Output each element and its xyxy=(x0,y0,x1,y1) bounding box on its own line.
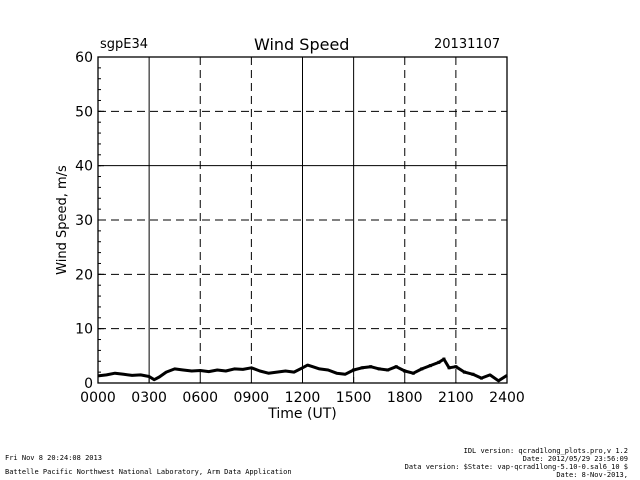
wind-speed-point xyxy=(420,367,424,371)
footer-idl-version: IDL version: qcrad1long_plots.pro,v 1.2 xyxy=(463,447,628,455)
wind-speed-point xyxy=(411,371,415,375)
tick-layer: 0000 0300 0600 0900 1200 1500 1800 2100 2400 0 10 2… xyxy=(75,50,525,406)
footer-credit: Battelle Pacific Northwest National Labo… xyxy=(5,468,292,476)
date-label: 20131107 xyxy=(434,37,501,52)
wind-speed-point xyxy=(471,372,475,376)
footer-data-date: Date: 8-Nov-2013, xyxy=(556,471,628,479)
wind-speed-point xyxy=(352,368,356,372)
wind-speed-point xyxy=(479,376,483,380)
x-tick-label: 0300 xyxy=(131,390,167,406)
y-tick-label: 50 xyxy=(75,104,93,120)
x-tick-label: 0600 xyxy=(182,390,218,406)
wind-speed-series-line xyxy=(97,357,508,383)
wind-speed-point xyxy=(369,365,373,369)
y-tick-label: 10 xyxy=(75,322,93,338)
y-tick-label: 60 xyxy=(75,50,93,66)
x-tick-label: 2100 xyxy=(438,390,474,406)
x-tick-label: 0000 xyxy=(80,390,116,406)
y-tick-label: 20 xyxy=(75,267,93,283)
wind-speed-point xyxy=(386,368,390,372)
y-axis-label: Wind Speed, m/s xyxy=(55,165,70,275)
x-tick-label: 1500 xyxy=(336,390,372,406)
chart-title: Wind Speed xyxy=(254,35,350,54)
y-tick-label: 40 xyxy=(75,159,93,175)
x-tick-label: 1200 xyxy=(285,390,321,406)
y-tick-label: 0 xyxy=(84,376,93,392)
wind-speed-point xyxy=(462,370,466,374)
wind-speed-point xyxy=(360,366,364,370)
wind-speed-point xyxy=(403,369,407,373)
footer-timestamp: Fri Nov 8 20:24:08 2013 xyxy=(5,454,102,462)
x-axis-label: Time (UT) xyxy=(267,406,336,422)
x-tick-label: 2400 xyxy=(489,390,525,406)
x-tick-label: 0900 xyxy=(234,390,270,406)
series-layer xyxy=(97,357,508,383)
wind-speed-point xyxy=(454,365,458,369)
wind-speed-point xyxy=(377,367,381,371)
station-label: sgpE34 xyxy=(100,37,149,52)
footer-data-version: Data version: $State: vap-qcrad1long-5.1… xyxy=(404,463,628,471)
wind-speed-point xyxy=(437,360,441,364)
y-tick-label: 30 xyxy=(75,213,93,229)
grid-layer xyxy=(98,57,507,383)
wind-speed-point xyxy=(428,364,432,368)
footer-idl-date: Date: 2012/05/29 23:56:09 xyxy=(522,455,628,463)
wind-speed-point xyxy=(442,357,446,361)
wind-speed-point xyxy=(394,365,398,369)
x-tick-label: 1800 xyxy=(387,390,423,406)
wind-speed-point xyxy=(447,366,451,370)
